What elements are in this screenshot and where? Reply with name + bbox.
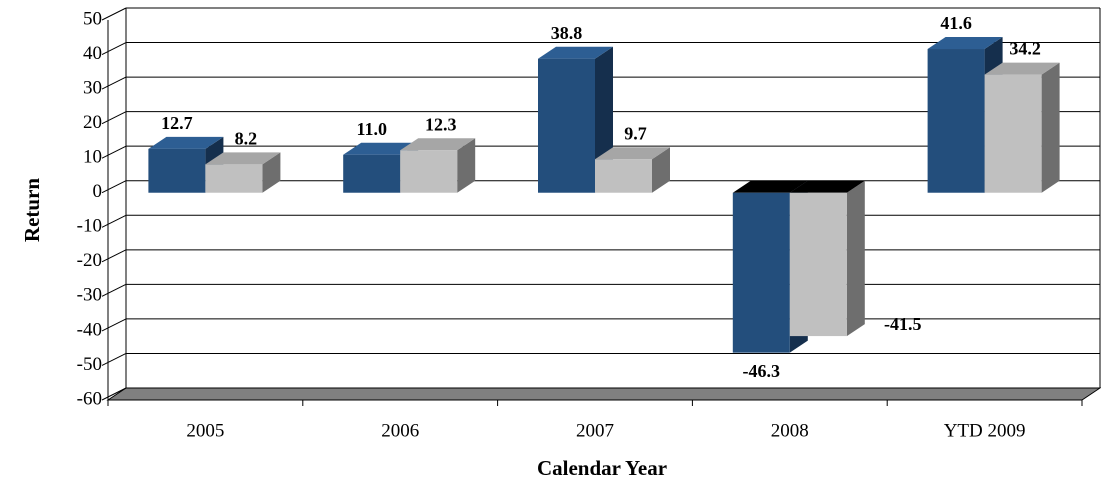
y-tick-label: 0: [93, 181, 103, 202]
bar: [984, 74, 1042, 193]
grid-line-side: [101, 249, 127, 263]
bar-top: [789, 180, 865, 193]
y-tick-label: 20: [83, 112, 102, 133]
bar-top: [984, 62, 1060, 75]
value-label: 9.7: [624, 123, 647, 143]
grid-line-side: [101, 353, 127, 366]
y-tick-label: -60: [77, 388, 102, 409]
bar-top: [148, 136, 224, 149]
x-axis-label: Calendar Year: [537, 456, 667, 480]
value-label: 41.6: [940, 13, 972, 33]
bar-side: [457, 138, 476, 193]
value-label: 34.2: [1009, 39, 1041, 59]
grid-line-side: [101, 145, 127, 159]
value-label: 11.0: [356, 119, 387, 139]
y-axis-label: Return: [20, 178, 44, 242]
value-label: -41.5: [884, 314, 922, 334]
floor: [106, 387, 1101, 401]
value-label: 8.2: [235, 129, 258, 149]
bar-top: [595, 147, 670, 160]
y-tick-label: 50: [83, 8, 102, 29]
x-tick-label: 2006: [381, 420, 419, 441]
bar: [205, 164, 263, 193]
bar-side: [846, 180, 865, 337]
bar: [595, 159, 652, 193]
value-label: 12.3: [425, 114, 457, 134]
bar-side: [1041, 62, 1060, 193]
bar-top: [732, 180, 808, 193]
grid-line-side: [101, 180, 127, 194]
bar: [148, 148, 206, 193]
bar-top: [538, 46, 613, 59]
grid-line-side: [101, 76, 127, 90]
bar: [732, 192, 790, 353]
value-label: 38.8: [551, 23, 583, 43]
x-tick-label: 2005: [186, 420, 224, 441]
bar-top: [927, 37, 1003, 50]
y-tick-label: -50: [77, 354, 102, 375]
y-tick-label: 30: [83, 77, 102, 98]
grid-line-side: [101, 283, 127, 297]
bar: [927, 49, 985, 193]
bar-top: [400, 138, 476, 151]
bar: [789, 192, 847, 337]
grid-line-side: [101, 111, 127, 125]
grid-line-side: [101, 42, 127, 55]
value-label: -46.3: [743, 361, 781, 381]
bar: [400, 150, 458, 193]
y-tick-label: 10: [83, 147, 102, 168]
grid-line-side: [101, 214, 127, 228]
bar-top: [343, 142, 419, 155]
y-tick-label: -40: [77, 319, 102, 340]
grid-line-side: [101, 387, 127, 401]
y-tick-label: -20: [77, 250, 102, 271]
grid-line-side: [101, 318, 127, 332]
x-tick-label: 2008: [771, 420, 809, 441]
grid-line-side: [101, 7, 127, 21]
bar: [343, 154, 401, 193]
y-tick-label: -30: [77, 285, 102, 306]
bar: [538, 58, 595, 193]
x-tick-label: 2007: [576, 420, 614, 441]
bar-side: [262, 152, 281, 193]
value-label: 12.7: [161, 113, 193, 133]
x-tick-label: YTD 2009: [944, 420, 1026, 441]
y-tick-label: 40: [83, 43, 102, 64]
bar-top: [205, 152, 281, 165]
y-tick-label: -10: [77, 216, 102, 237]
bar-side: [652, 147, 670, 193]
